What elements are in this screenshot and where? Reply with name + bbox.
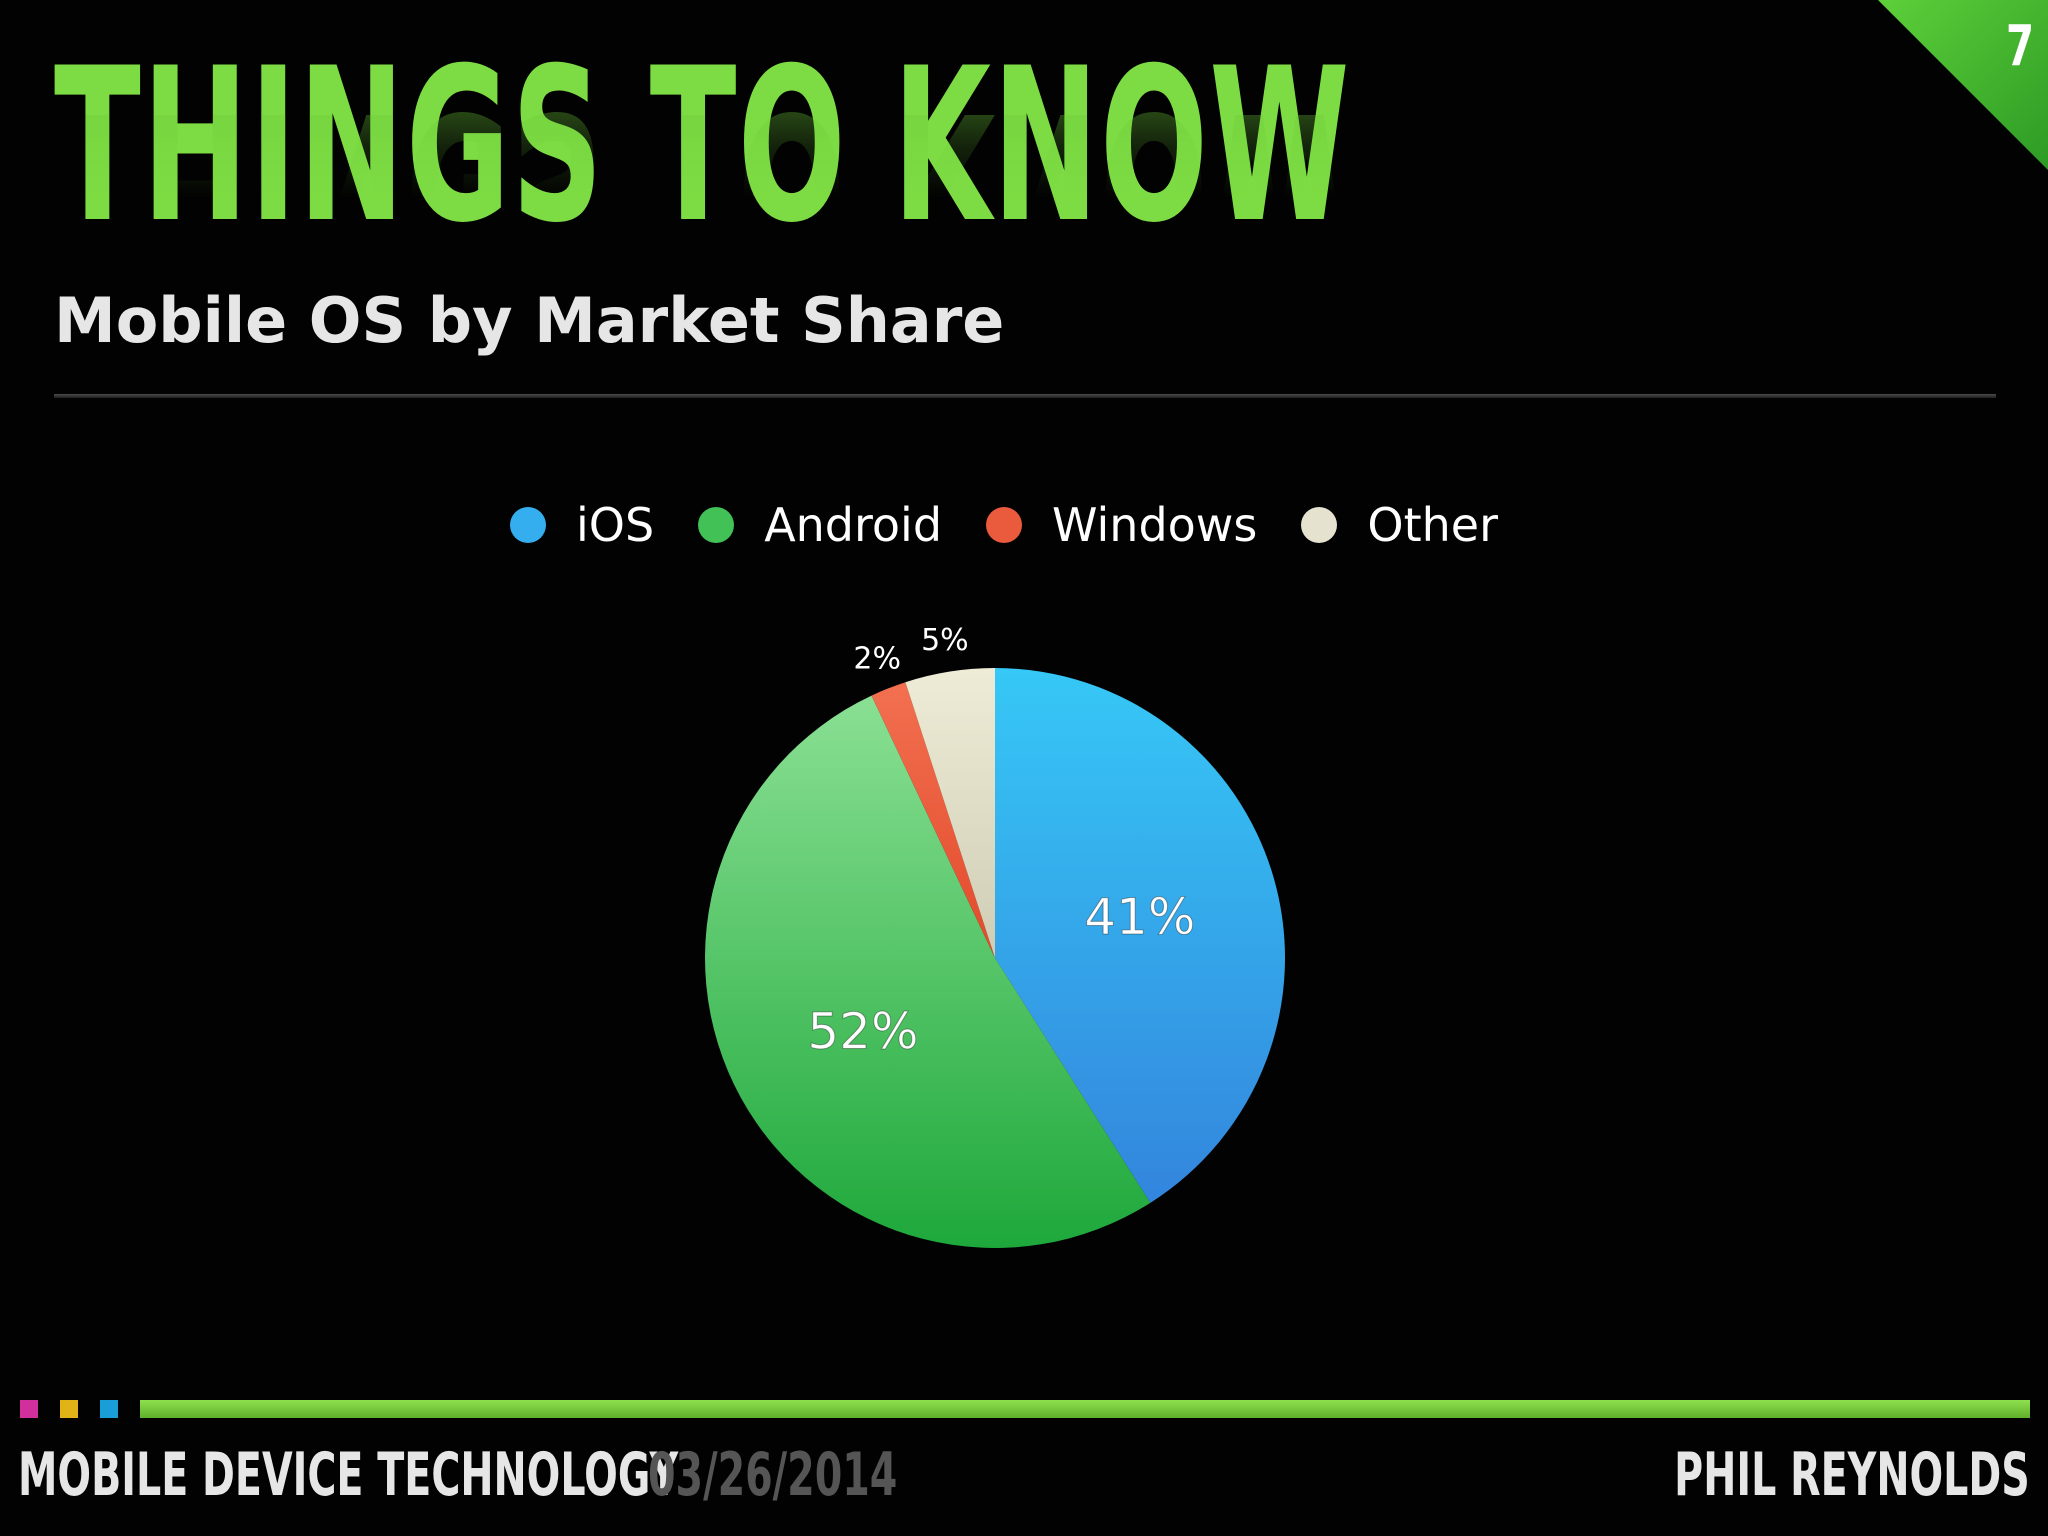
pie-label-other: 5% [921, 623, 969, 658]
slide-subtitle: Mobile OS by Market Share [54, 284, 1005, 357]
pie-slice-ios [995, 668, 1286, 1203]
pie-slice-windows [871, 682, 995, 958]
legend-label-windows: Windows [1052, 498, 1258, 552]
pie-label-android: 52% [807, 1003, 918, 1061]
pie-chart: 41% 52% 2% 5% [640, 620, 1360, 1280]
legend-label-other: Other [1367, 498, 1499, 552]
footer-square-blue [100, 1400, 118, 1418]
footer-square-magenta [20, 1400, 38, 1418]
page-corner: 7 [1878, 0, 2048, 170]
legend-item-windows: Windows [986, 498, 1257, 552]
slide-title: THINGS TO KNOW [54, 22, 1351, 269]
pie-slice-android [705, 695, 1151, 1248]
page-number: 7 [2005, 14, 2034, 79]
legend-label-ios: iOS [576, 498, 655, 552]
footer-author: PHIL REYNOLDS [1674, 1440, 2030, 1510]
pie-chart-svg: 41% 52% 2% 5% [705, 623, 1286, 1248]
footer-bar [140, 1400, 2030, 1418]
legend-swatch-other [1301, 507, 1338, 543]
pie-label-ios: 41% [1084, 888, 1195, 946]
footer-square-yellow [60, 1400, 78, 1418]
legend-item-android: Android [698, 498, 942, 552]
chart-legend: iOS Android Windows Other [510, 492, 1542, 558]
footer-course-title: MOBILE DEVICE TECHNOLOGY [18, 1440, 679, 1510]
footer-date: 03/26/2014 [648, 1440, 898, 1510]
footer-squares [20, 1400, 140, 1418]
title-divider [54, 394, 1996, 398]
pie-slice-other [905, 668, 995, 958]
legend-swatch-android [698, 507, 735, 543]
corner-triangle [1878, 0, 2048, 170]
title-block: THINGS TO KNOW THINGS TO KNOW [54, 22, 1474, 313]
legend-item-other: Other [1301, 498, 1498, 552]
legend-swatch-ios [510, 507, 546, 543]
legend-label-android: Android [764, 498, 943, 552]
legend-swatch-windows [986, 507, 1023, 543]
pie-label-windows: 2% [853, 642, 901, 677]
legend-item-ios: iOS [510, 498, 654, 552]
